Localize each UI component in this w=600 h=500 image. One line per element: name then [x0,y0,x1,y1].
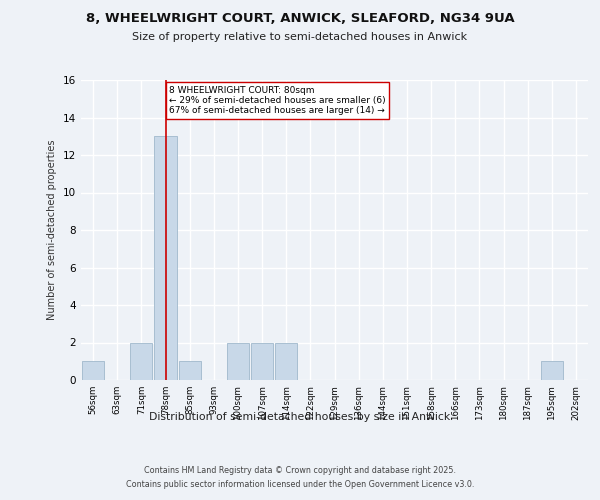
Bar [541,361,563,380]
Bar [275,342,298,380]
Text: Distribution of semi-detached houses by size in Anwick: Distribution of semi-detached houses by … [149,412,451,422]
Text: 8 WHEELWRIGHT COURT: 80sqm
← 29% of semi-detached houses are smaller (6)
67% of : 8 WHEELWRIGHT COURT: 80sqm ← 29% of semi… [169,86,386,116]
Text: Size of property relative to semi-detached houses in Anwick: Size of property relative to semi-detach… [133,32,467,42]
Bar [227,342,249,380]
Text: Contains public sector information licensed under the Open Government Licence v3: Contains public sector information licen… [126,480,474,489]
Text: Contains HM Land Registry data © Crown copyright and database right 2025.: Contains HM Land Registry data © Crown c… [144,466,456,475]
Bar [179,361,201,380]
Bar [130,342,152,380]
Y-axis label: Number of semi-detached properties: Number of semi-detached properties [47,140,58,320]
Bar [251,342,273,380]
Text: 8, WHEELWRIGHT COURT, ANWICK, SLEAFORD, NG34 9UA: 8, WHEELWRIGHT COURT, ANWICK, SLEAFORD, … [86,12,514,26]
Bar [82,361,104,380]
Bar [154,136,176,380]
